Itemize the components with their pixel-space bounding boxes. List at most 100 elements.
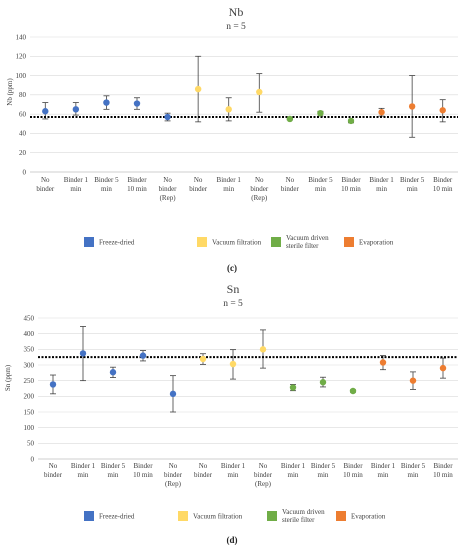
- y-tick-label: 200: [24, 393, 35, 401]
- x-tick-label: Binder 10 min: [343, 462, 363, 479]
- panel-label: (d): [227, 535, 238, 545]
- legend-label: Vacuum driven sterile filter: [282, 508, 325, 524]
- y-tick-label: 450: [24, 314, 35, 322]
- y-axis-label: Sn (ppm): [4, 364, 12, 391]
- legend-swatch: [84, 237, 94, 247]
- legend-swatch: [197, 237, 207, 247]
- y-tick-label: 100: [16, 72, 27, 80]
- data-point: [439, 364, 447, 372]
- y-tick-label: 40: [19, 130, 27, 138]
- y-tick-label: 250: [24, 377, 35, 385]
- data-point: [199, 355, 207, 363]
- legend-swatch: [267, 511, 277, 521]
- data-point: [225, 106, 232, 113]
- y-tick-labels: 0 20 40 60 80 100 120 140: [16, 33, 27, 176]
- y-tick-label: 60: [19, 110, 27, 118]
- data-point: [349, 387, 357, 395]
- data-point: [42, 108, 49, 115]
- legend-swatch: [178, 511, 188, 521]
- x-tick-label: No binder: [189, 176, 208, 193]
- x-tick-label: Binder 5 min: [94, 176, 119, 193]
- data-point: [289, 384, 297, 391]
- y-tick-label: 140: [16, 33, 27, 41]
- chart-subtitle: n = 5: [226, 22, 246, 32]
- legend-label: Vacuum filtration: [212, 239, 262, 247]
- y-tick-label: 350: [24, 346, 35, 354]
- data-point: [256, 88, 263, 96]
- x-tick-label: No binder (Rep): [254, 462, 273, 488]
- data-point: [139, 352, 147, 359]
- panel-label: (c): [227, 263, 237, 273]
- legend-label: Evaporation: [351, 513, 386, 521]
- y-tick-label: 150: [24, 408, 35, 416]
- data-point: [408, 103, 416, 110]
- x-tick-label: Binder 5 min: [101, 462, 126, 479]
- x-tick-label: Binder 1 min: [71, 462, 96, 479]
- y-tick-label: 120: [16, 53, 27, 61]
- gridlines: [38, 317, 458, 460]
- data-point: [194, 85, 202, 93]
- y-axis-label: Nb (ppm): [6, 78, 14, 106]
- data-point: [103, 99, 110, 106]
- y-tick-label: 20: [19, 149, 27, 157]
- data-points: [42, 85, 446, 125]
- x-tick-label: Binder 5 min: [400, 176, 425, 193]
- y-tick-label: 400: [24, 330, 35, 338]
- legend-label: Vacuum filtration: [193, 513, 243, 521]
- x-tick-label: Binder 5 min: [308, 176, 333, 193]
- data-point: [347, 117, 355, 125]
- x-tick-label: Binder 10 min: [127, 176, 147, 193]
- data-point: [378, 109, 385, 116]
- legend-label: Freeze-dried: [99, 513, 135, 521]
- chart-title: Sn: [227, 282, 240, 296]
- data-point: [229, 360, 237, 368]
- legend-swatch: [344, 237, 354, 247]
- error-bars: [42, 55, 446, 138]
- data-point: [49, 381, 57, 388]
- data-point: [169, 390, 177, 398]
- data-point: [319, 379, 327, 386]
- data-point: [286, 115, 294, 123]
- legend-swatch: [271, 237, 281, 247]
- chart-title: Nb: [229, 5, 244, 19]
- x-tick-label: No binder (Rep): [250, 176, 269, 202]
- y-tick-labels: 0 50 100 150 200 250 300 350 400 450: [24, 314, 35, 463]
- data-point: [164, 113, 171, 121]
- legend: Freeze-dried Vacuum filtration Vacuum driv…: [84, 508, 386, 524]
- x-tick-label: Binder 10 min: [341, 176, 361, 193]
- data-point: [409, 377, 417, 384]
- legend: Freeze-dried Vacuum filtration Vacuum driv…: [84, 234, 394, 250]
- data-point: [259, 346, 267, 353]
- data-point: [79, 350, 87, 357]
- x-tick-label: No binder: [44, 462, 63, 479]
- x-tick-label: No binder (Rep): [159, 176, 178, 202]
- legend-label: Vacuum driven sterile filter: [286, 234, 329, 250]
- data-point: [133, 100, 141, 107]
- y-tick-label: 100: [24, 424, 35, 432]
- y-tick-label: 0: [23, 168, 27, 176]
- legend-label: Evaporation: [359, 239, 394, 247]
- x-tick-label: Binder 10 min: [433, 176, 453, 193]
- x-tick-label: Binder 5 min: [401, 462, 426, 479]
- data-point: [72, 106, 80, 113]
- x-tick-label: Binder 10 min: [433, 462, 453, 479]
- data-point: [379, 359, 387, 366]
- x-tick-label: Binder 1 min: [221, 462, 246, 479]
- x-tick-label: Binder 5 min: [311, 462, 336, 479]
- chart-panel-nb: Nb n = 5 Nb (ppm) 0 20 40 60 80 100 120 140 No b…: [6, 5, 458, 202]
- error-bars: [50, 326, 446, 413]
- data-points: [49, 346, 447, 398]
- legend-swatch: [336, 511, 346, 521]
- y-tick-label: 50: [27, 440, 35, 448]
- legend-label: Freeze-dried: [99, 239, 135, 247]
- x-tick-label: No binder: [194, 462, 213, 479]
- y-tick-label: 0: [31, 455, 35, 463]
- y-tick-label: 300: [24, 361, 35, 369]
- chart-subtitle: n = 5: [223, 299, 243, 309]
- x-tick-labels: No binder Binder 1 min Binder 5 min Binder 10 m…: [36, 176, 453, 202]
- x-tick-label: Binder 1 min: [371, 462, 396, 479]
- x-tick-label: No binder (Rep): [164, 462, 183, 488]
- x-tick-label: No binder: [281, 176, 300, 193]
- data-point: [439, 107, 446, 114]
